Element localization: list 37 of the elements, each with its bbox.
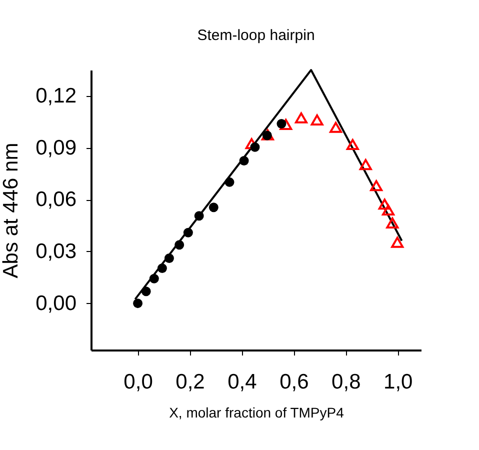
point [183,228,193,238]
x-tick-label: 0,6 [280,370,309,394]
point [194,211,204,221]
y-tick-label: 0,12 [36,84,76,108]
x-tick-label: 1,0 [384,370,413,394]
point [141,286,151,296]
y-tick-label: 0,09 [36,136,76,160]
point [330,122,342,133]
point [149,274,159,284]
y-tick-label: 0,00 [36,292,76,315]
point [208,202,218,212]
y-axis-title: Abs at 446 nm [0,142,23,278]
point [157,264,167,273]
x-tick-label: 0,8 [332,370,361,394]
x-tick-label: 0,2 [176,370,205,394]
point [224,177,234,187]
point [239,156,249,166]
point [386,217,399,229]
point [310,114,324,126]
point [382,204,395,216]
point [280,118,292,130]
y-tick-label: 0,03 [36,240,76,263]
x-tick-label: 0,4 [228,370,258,394]
point [164,253,174,263]
point [174,240,184,250]
chart-title: Stem-loop hairpin [197,27,315,44]
point [133,298,143,308]
x-tick-label: 0,0 [124,370,153,394]
point [391,236,404,248]
point [294,112,308,124]
point [346,138,359,150]
point [250,142,260,152]
point [359,159,372,170]
point [370,180,383,192]
x-axis-title: X, molar fraction of TMPyP4 [169,404,344,420]
point [378,198,391,210]
y-tick-label: 0,06 [36,188,76,212]
